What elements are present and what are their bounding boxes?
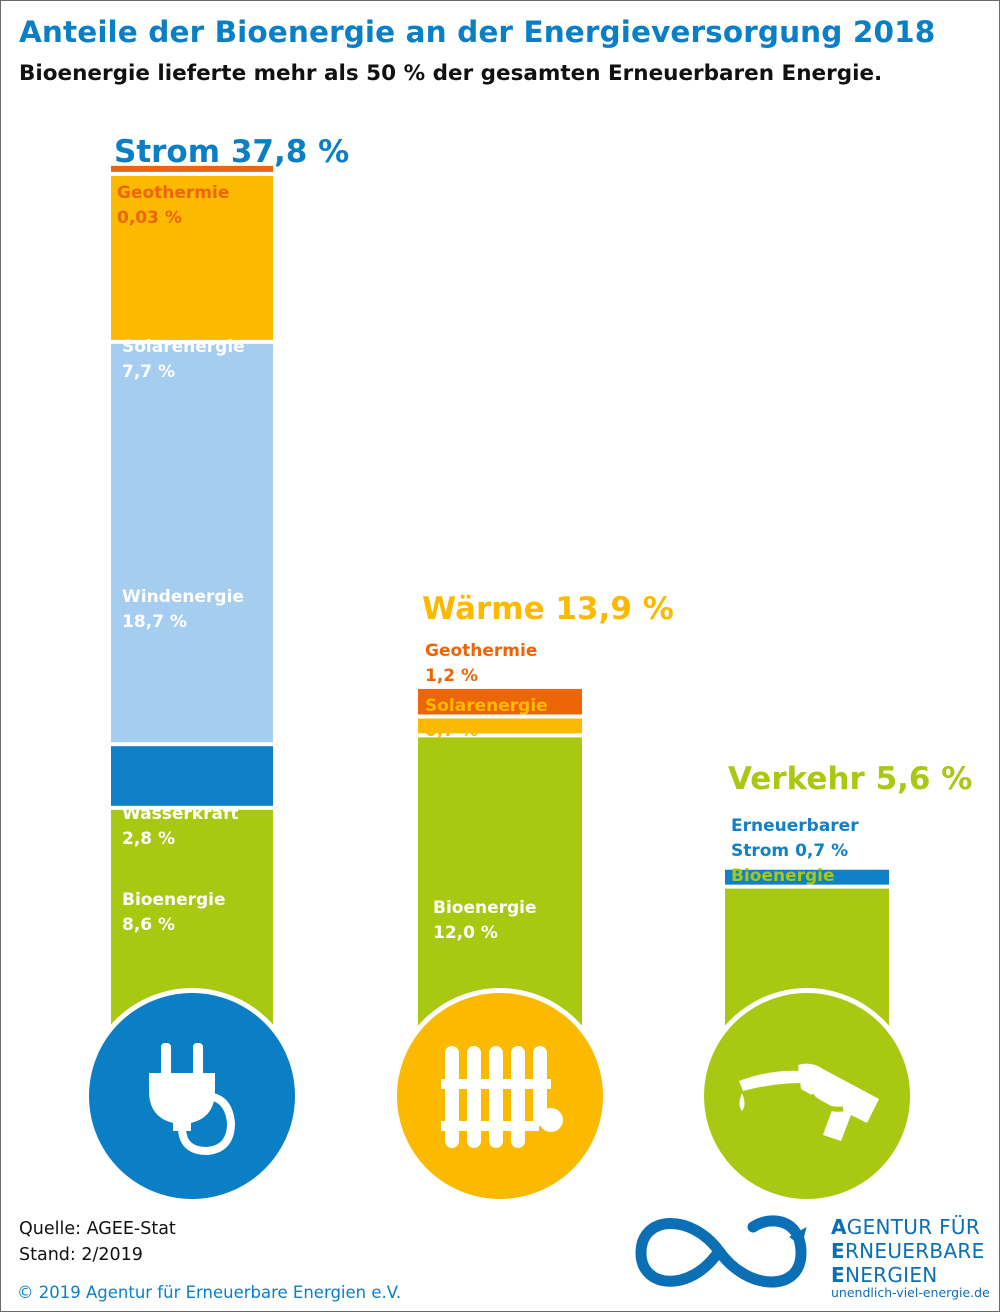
verkehr-icon-circle — [704, 993, 910, 1199]
waerme-bioenergie-label: Bioenergie 12,0 % — [433, 898, 537, 943]
waerme-segment-solarenergie — [418, 718, 582, 734]
strom-solarenergie-label: Solarenergie 7,7 % — [122, 337, 245, 382]
fuel-nozzle-icon — [739, 1063, 879, 1141]
strom-segment-solarenergie — [111, 175, 273, 340]
radiator-icon — [441, 1046, 563, 1148]
chart-title: Anteile der Bioenergie an der Energiever… — [19, 15, 936, 49]
strom-total: 37,8 % — [230, 134, 350, 170]
strom-wasserkraft-label: Wasserkraft 2,8 % — [122, 804, 239, 849]
strom-name: Strom — [114, 134, 221, 170]
waerme-total: 13,9 % — [555, 591, 674, 627]
logo-line-2: ERNEUERBARE — [831, 1239, 985, 1263]
strom-bioenergie-label: Bioenergie 8,6 % — [122, 890, 226, 935]
verkehr-bioenergie-label: Bioenergie 4,9 % — [731, 866, 835, 911]
strom-segment-geothermie — [111, 165, 273, 172]
strom-segment-windenergie — [111, 343, 273, 743]
logo-line-3: ENERGIEN — [831, 1263, 938, 1287]
chart-subtitle: Bioenergie lieferte mehr als 50 % der ge… — [19, 61, 883, 86]
verkehr-name: Verkehr — [728, 761, 865, 797]
logo-url: unendlich-viel-energie.de — [831, 1285, 990, 1300]
waerme-segment-geothermie — [418, 688, 582, 715]
logo-line-1: AGENTUR FÜR — [831, 1215, 981, 1239]
strom-heading: Strom 37,8 % — [114, 134, 349, 170]
strom-segment-wasserkraft — [111, 746, 273, 806]
strom-geothermie-label: Geothermie 0,03 % — [117, 183, 230, 228]
logo-infinity-icon — [635, 1215, 807, 1288]
verkehr-heading: Verkehr 5,6 % — [728, 761, 972, 797]
waerme-solarenergie-label: Solarenergie 0,7 % — [425, 696, 548, 741]
waerme-geothermie-label: Geothermie 1,2 % — [425, 641, 538, 686]
strom-windenergie-label: Windenergie 18,7 % — [122, 587, 244, 632]
status-note: Stand: 2/2019 — [19, 1245, 143, 1265]
waerme-heading: Wärme 13,9 % — [422, 591, 674, 627]
power-plug-icon — [149, 1043, 236, 1156]
source-note: Quelle: AGEE-Stat — [19, 1219, 176, 1239]
verkehr-erneuerbarer-strom-label: Erneuerbarer Strom 0,7 % — [731, 816, 859, 861]
verkehr-segment-erneuerbarer-strom — [725, 869, 889, 885]
waerme-name: Wärme — [422, 591, 545, 627]
copyright-note: © 2019 Agentur für Erneuerbare Energien … — [17, 1283, 402, 1302]
verkehr-total: 5,6 % — [875, 761, 973, 797]
